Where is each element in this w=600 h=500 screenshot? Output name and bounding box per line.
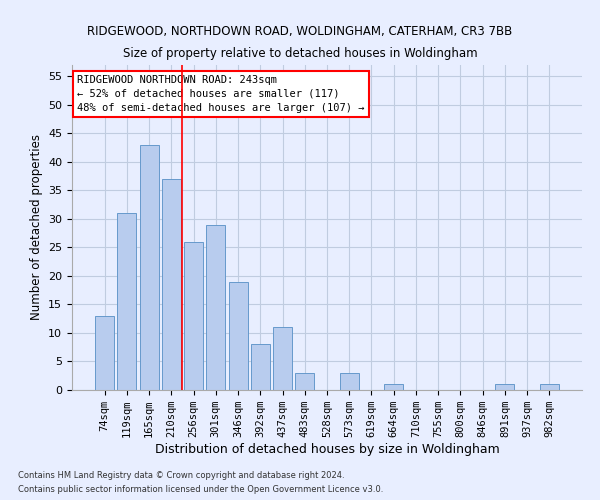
Bar	[162, 179, 181, 390]
Bar	[496, 384, 514, 390]
Text: RIDGEWOOD, NORTHDOWN ROAD, WOLDINGHAM, CATERHAM, CR3 7BB: RIDGEWOOD, NORTHDOWN ROAD, WOLDINGHAM, C…	[88, 25, 512, 38]
Bar	[273, 328, 292, 390]
Bar	[140, 145, 158, 390]
Text: Contains public sector information licensed under the Open Government Licence v3: Contains public sector information licen…	[18, 486, 383, 494]
Bar	[184, 242, 203, 390]
Bar	[295, 373, 314, 390]
Text: Contains HM Land Registry data © Crown copyright and database right 2024.: Contains HM Land Registry data © Crown c…	[18, 470, 344, 480]
Bar	[206, 224, 225, 390]
X-axis label: Distribution of detached houses by size in Woldingham: Distribution of detached houses by size …	[155, 443, 499, 456]
Bar	[95, 316, 114, 390]
Bar	[118, 213, 136, 390]
Bar	[540, 384, 559, 390]
Bar	[384, 384, 403, 390]
Y-axis label: Number of detached properties: Number of detached properties	[29, 134, 43, 320]
Bar	[229, 282, 248, 390]
Bar	[251, 344, 270, 390]
Text: Size of property relative to detached houses in Woldingham: Size of property relative to detached ho…	[122, 48, 478, 60]
Text: RIDGEWOOD NORTHDOWN ROAD: 243sqm
← 52% of detached houses are smaller (117)
48% : RIDGEWOOD NORTHDOWN ROAD: 243sqm ← 52% o…	[77, 74, 365, 113]
Bar	[340, 373, 359, 390]
